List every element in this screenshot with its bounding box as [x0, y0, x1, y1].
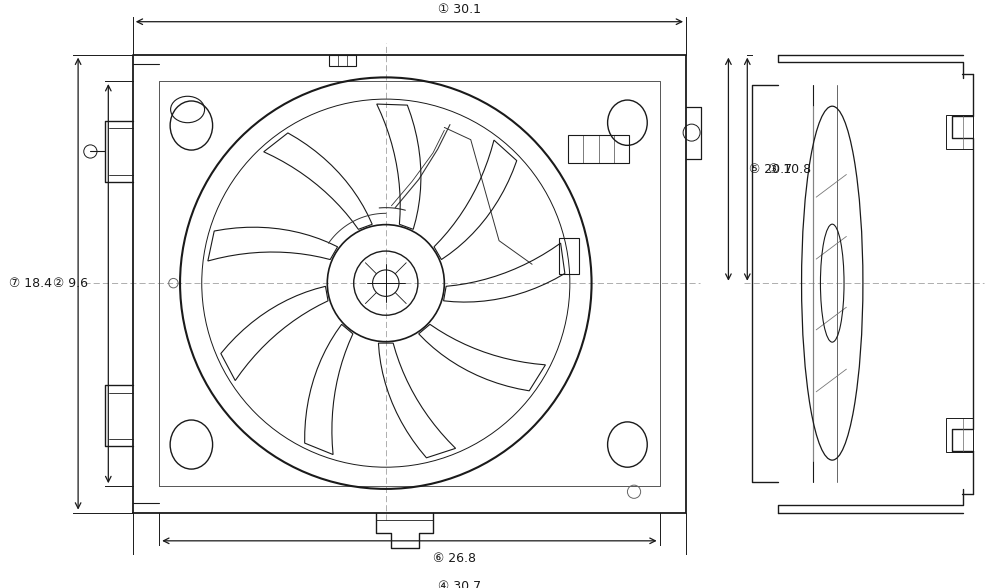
Text: ⑦ 18.4: ⑦ 18.4: [9, 277, 52, 290]
Bar: [568, 135, 629, 163]
Text: ① 30.1: ① 30.1: [438, 3, 481, 16]
Text: ⑥ 26.8: ⑥ 26.8: [433, 552, 476, 565]
Bar: [329, 55, 356, 66]
Bar: [559, 238, 579, 274]
Text: ⑤ 20.7: ⑤ 20.7: [749, 163, 792, 176]
Bar: [946, 418, 973, 452]
Text: ④ 30.7: ④ 30.7: [438, 580, 481, 588]
Text: ② 9.6: ② 9.6: [53, 277, 88, 290]
Text: ③ 10.8: ③ 10.8: [768, 163, 811, 176]
Bar: [946, 115, 973, 149]
